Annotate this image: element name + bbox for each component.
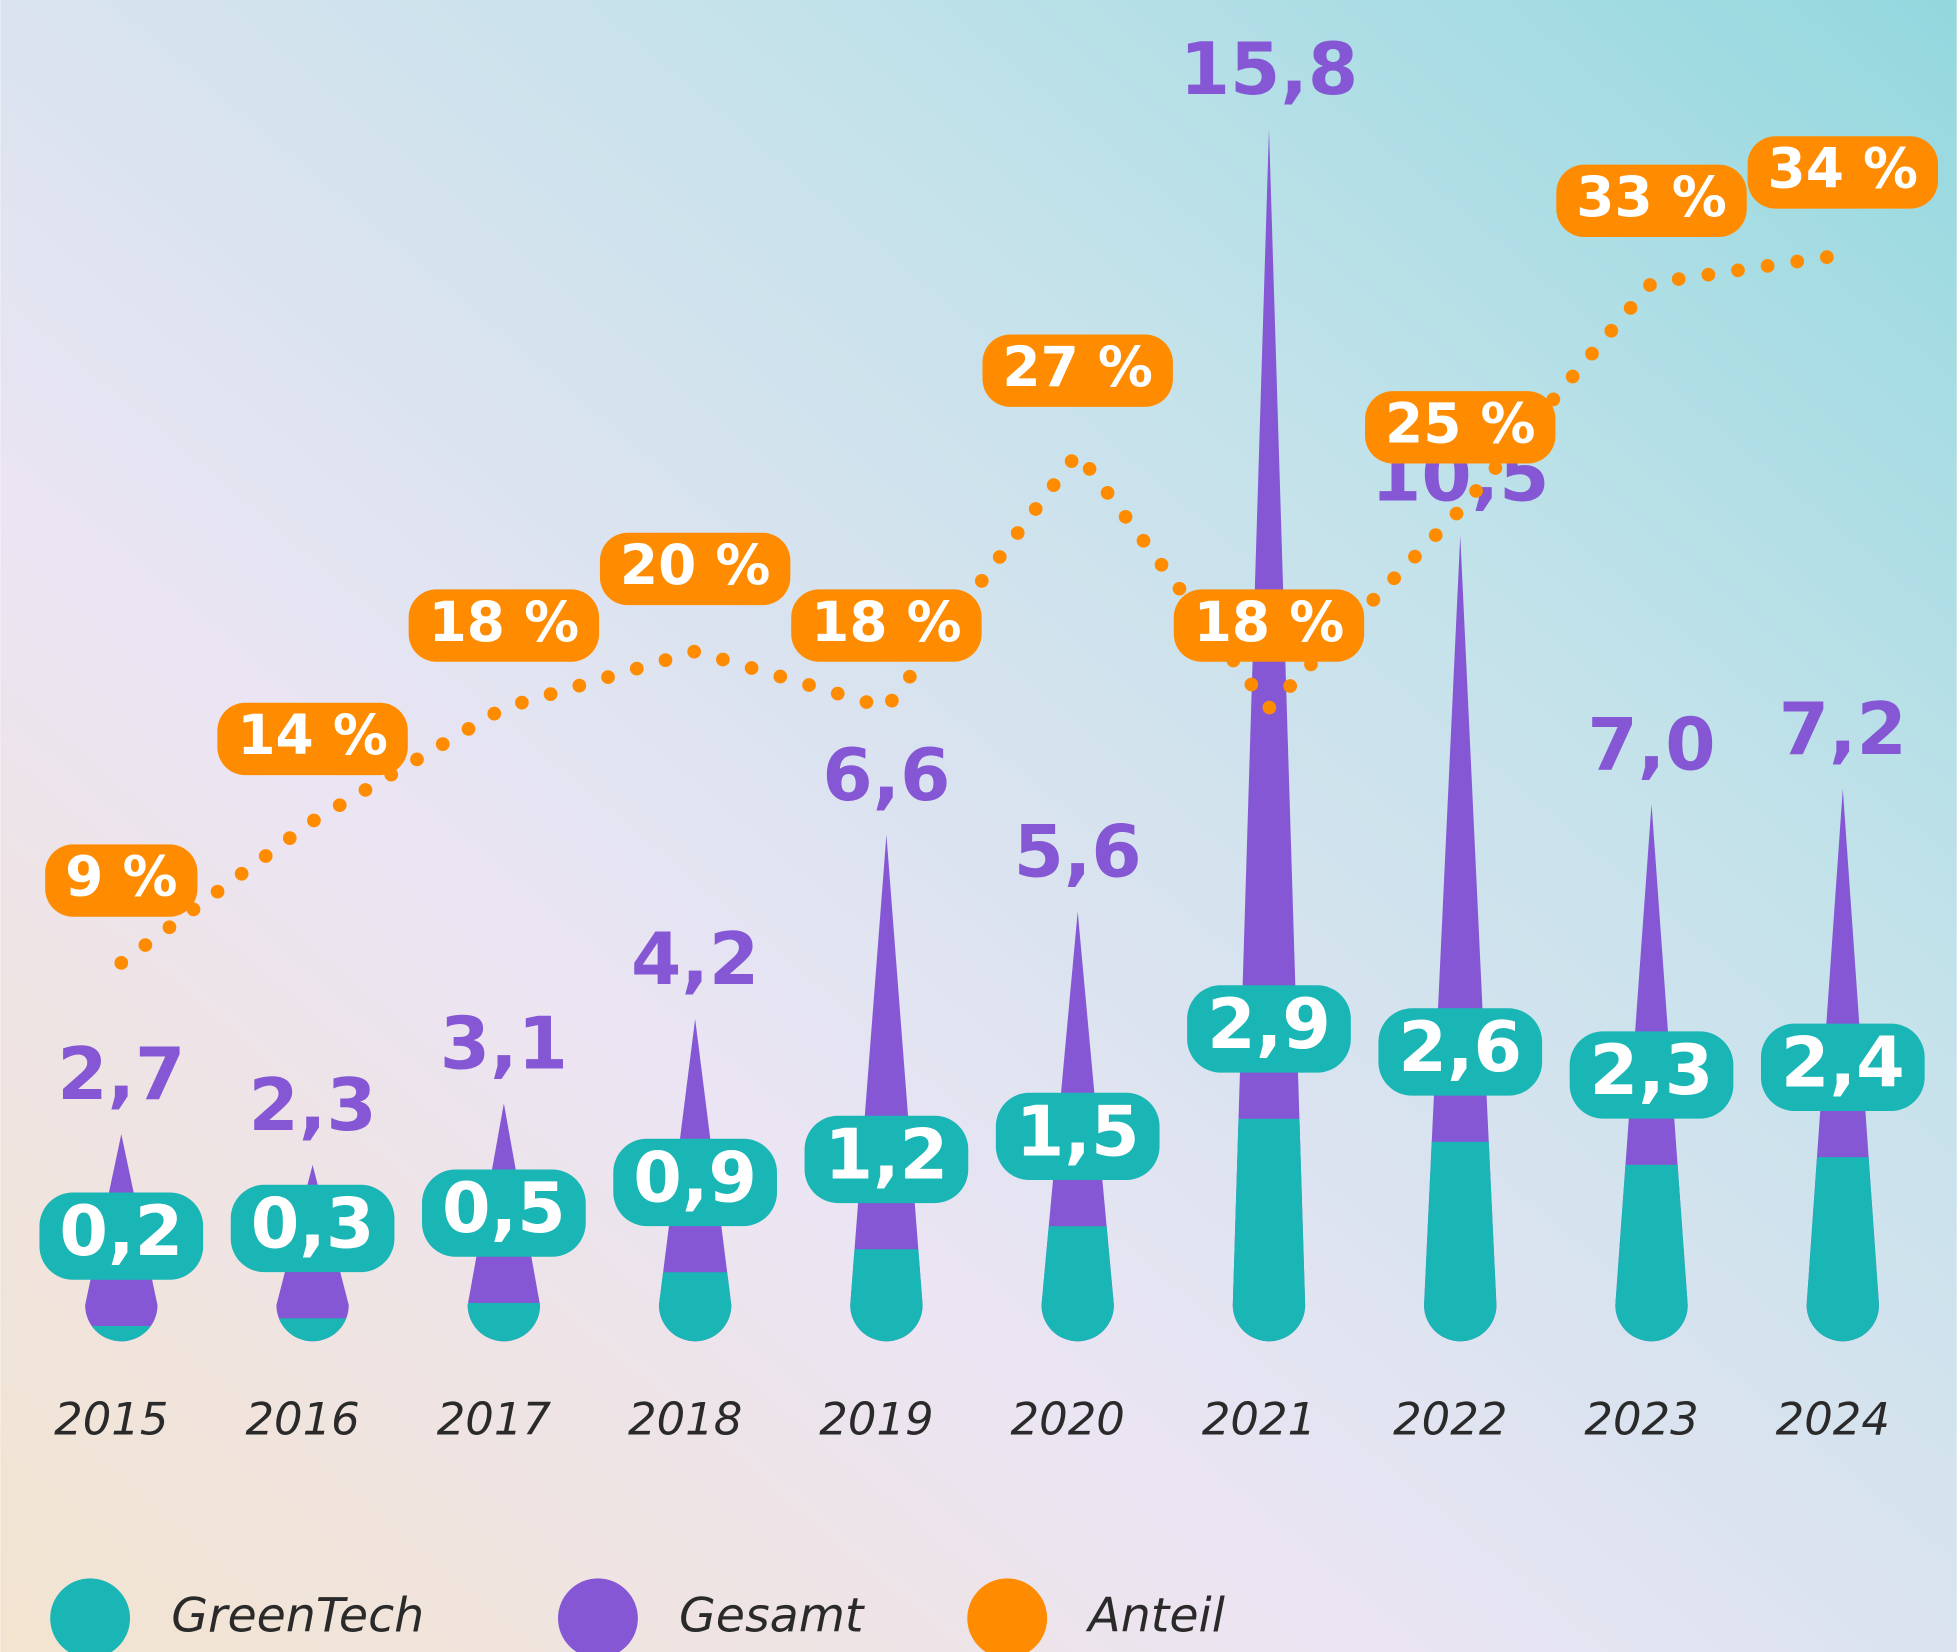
label-box: [1365, 391, 1556, 464]
year-label: 2022: [1393, 1392, 1507, 1445]
year-label: 2023: [1584, 1392, 1698, 1445]
year-label: 2021: [1202, 1392, 1316, 1445]
greentech-part: [658, 1272, 732, 1342]
gesamt-spike: [1424, 535, 1497, 1342]
label-box: [1187, 985, 1351, 1073]
legend-swatch: [558, 1578, 638, 1652]
label-box: [45, 844, 198, 917]
anteil-label: 18 %: [429, 590, 580, 654]
legend-swatch: [967, 1578, 1048, 1652]
greentech-label: 0,3: [251, 1183, 375, 1264]
year-label: 2017: [437, 1392, 552, 1445]
legend-label: GreenTech: [171, 1588, 424, 1643]
label-box: [1556, 164, 1747, 237]
label-box: [1378, 1008, 1543, 1096]
gesamt-spike: [850, 834, 923, 1342]
year-label: 2020: [1011, 1392, 1125, 1445]
anteil-label: 34 %: [1768, 137, 1919, 201]
gesamt-label: 7,2: [1779, 688, 1907, 772]
gesamt-label: 5,6: [1014, 811, 1142, 895]
label-box: [39, 1192, 204, 1280]
greentech-part: [1615, 1164, 1688, 1342]
plot: 2,7 2015 2,3 2016 3,1 2017 4,2 2018 6,6 2019 5,6 20…: [39, 28, 1939, 1652]
gesamt-label: 7,0: [1587, 703, 1715, 787]
label-box: [804, 1115, 969, 1204]
greentech-part: [1041, 1226, 1114, 1342]
anteil-label: 25 %: [1385, 391, 1536, 455]
legend-label: Anteil: [1085, 1588, 1225, 1643]
gesamt-label: 6,6: [822, 734, 950, 818]
gesamt-label: 2,7: [57, 1033, 185, 1117]
legend-label: Gesamt: [679, 1588, 866, 1643]
anteil-label: 20 %: [620, 533, 770, 597]
label-box: [1173, 589, 1365, 662]
year-label: 2015: [54, 1392, 168, 1445]
label-box: [791, 589, 982, 662]
gesamt-label: 15,8: [1180, 28, 1359, 112]
year-label: 2024: [1776, 1392, 1890, 1445]
greentech-part: [850, 1249, 923, 1342]
anteil-label: 14 %: [237, 703, 388, 767]
greentech-label: 2,3: [1590, 1030, 1714, 1111]
greentech-label: 1,2: [825, 1114, 949, 1195]
legend-swatch: [50, 1578, 131, 1652]
anteil-label: 18 %: [811, 590, 962, 654]
gesamt-label: 3,1: [440, 1003, 568, 1087]
label-box: [230, 1184, 395, 1273]
label-box: [1747, 136, 1939, 209]
label-box: [1569, 1031, 1734, 1119]
anteil-label: 9 %: [65, 845, 177, 909]
anteil-line: [114, 247, 1850, 970]
anteil-label: 33 %: [1576, 165, 1727, 229]
label-box: [995, 1092, 1160, 1181]
anteil-label: 18 %: [1194, 590, 1345, 654]
label-box: [599, 532, 791, 606]
year-label: 2019: [819, 1392, 933, 1445]
label-box: [1760, 1023, 1925, 1111]
greentech-label: 2,6: [1398, 1007, 1522, 1088]
greentech-part: [276, 1318, 349, 1342]
greentech-part: [1232, 1118, 1306, 1342]
greentech-part: [1424, 1141, 1497, 1342]
greentech-label: 1,5: [1016, 1091, 1140, 1172]
greentech-part: [1806, 1157, 1879, 1342]
label-box: [422, 1169, 586, 1257]
greentech-label: 0,2: [59, 1191, 183, 1272]
year-label: 2016: [245, 1392, 359, 1445]
gesamt-label: 2,3: [248, 1064, 376, 1148]
greentech-label: 0,5: [442, 1168, 566, 1249]
label-box: [408, 589, 600, 662]
label-box: [613, 1138, 777, 1227]
greentech-label: 2,9: [1207, 984, 1331, 1065]
year-label: 2018: [628, 1392, 742, 1445]
greentech-label: 2,4: [1781, 1022, 1905, 1103]
greentech-label: 0,9: [633, 1137, 757, 1218]
anteil-label: 27 %: [1002, 335, 1152, 399]
label-box: [217, 702, 408, 776]
gesamt-label: 4,2: [631, 918, 759, 1002]
label-box: [982, 334, 1173, 407]
